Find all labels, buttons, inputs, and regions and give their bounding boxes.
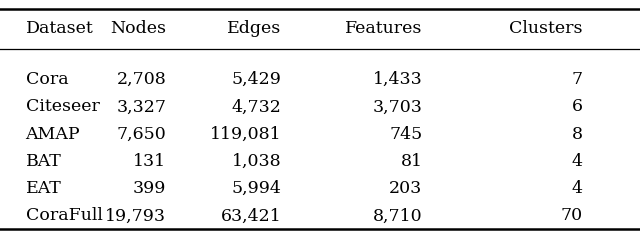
- Text: 3,327: 3,327: [116, 98, 166, 116]
- Text: 203: 203: [389, 180, 422, 197]
- Text: 119,081: 119,081: [210, 126, 282, 143]
- Text: 7,650: 7,650: [116, 126, 166, 143]
- Text: AMAP: AMAP: [26, 126, 80, 143]
- Text: 6: 6: [572, 98, 582, 116]
- Text: 131: 131: [133, 153, 166, 170]
- Text: EAT: EAT: [26, 180, 61, 197]
- Text: 4: 4: [572, 180, 582, 197]
- Text: 399: 399: [133, 180, 166, 197]
- Text: 3,703: 3,703: [372, 98, 422, 116]
- Text: Edges: Edges: [227, 20, 282, 37]
- Text: CoraFull: CoraFull: [26, 207, 102, 225]
- Text: 70: 70: [560, 207, 582, 225]
- Text: 5,994: 5,994: [232, 180, 282, 197]
- Text: 81: 81: [401, 153, 422, 170]
- Text: 8: 8: [572, 126, 582, 143]
- Text: 63,421: 63,421: [221, 207, 282, 225]
- Text: Features: Features: [345, 20, 422, 37]
- Text: Cora: Cora: [26, 71, 68, 88]
- Text: 7: 7: [572, 71, 582, 88]
- Text: 4,732: 4,732: [232, 98, 282, 116]
- Text: 19,793: 19,793: [106, 207, 166, 225]
- Text: 2,708: 2,708: [116, 71, 166, 88]
- Text: 1,038: 1,038: [232, 153, 282, 170]
- Text: 8,710: 8,710: [372, 207, 422, 225]
- Text: 5,429: 5,429: [232, 71, 282, 88]
- Text: Citeseer: Citeseer: [26, 98, 99, 116]
- Text: 1,433: 1,433: [372, 71, 422, 88]
- Text: Nodes: Nodes: [111, 20, 166, 37]
- Text: 4: 4: [572, 153, 582, 170]
- Text: Clusters: Clusters: [509, 20, 582, 37]
- Text: BAT: BAT: [26, 153, 61, 170]
- Text: 745: 745: [389, 126, 422, 143]
- Text: Dataset: Dataset: [26, 20, 93, 37]
